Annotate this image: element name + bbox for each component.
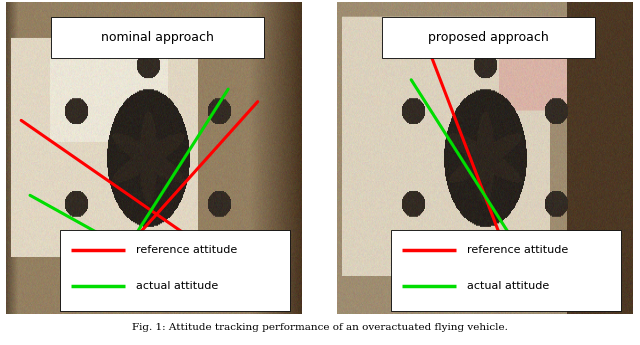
FancyBboxPatch shape [390,230,621,311]
FancyBboxPatch shape [381,17,595,58]
Text: nominal approach: nominal approach [100,31,214,44]
Text: actual attitude: actual attitude [136,282,219,292]
FancyBboxPatch shape [60,230,291,311]
FancyBboxPatch shape [51,17,264,58]
Text: proposed approach: proposed approach [428,31,548,44]
Text: reference attitude: reference attitude [467,245,568,255]
Text: actual attitude: actual attitude [467,282,550,292]
Text: reference attitude: reference attitude [136,245,237,255]
Text: Fig. 1: Attitude tracking performance of an overactuated flying vehicle.: Fig. 1: Attitude tracking performance of… [132,323,508,333]
